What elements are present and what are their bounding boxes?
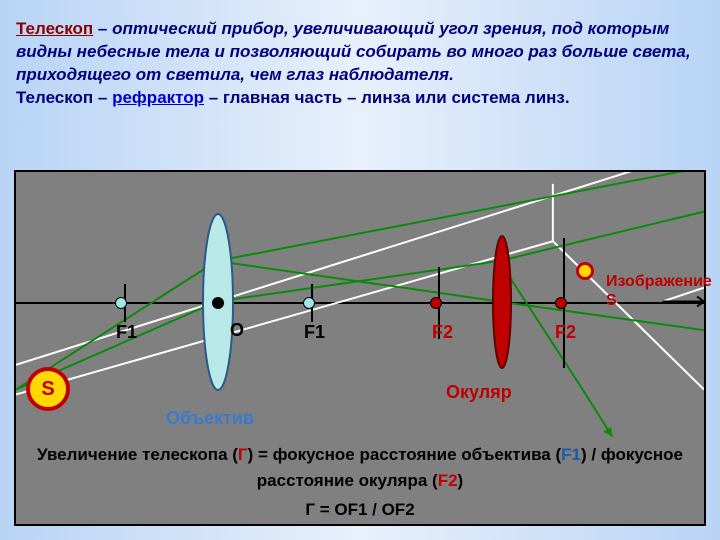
line2-prefix: Телескоп – <box>16 88 112 107</box>
label-F1_right: F1 <box>304 322 325 343</box>
eyepiece-lens <box>491 234 513 370</box>
focal-point <box>555 297 567 309</box>
definition: – оптический прибор, увеличивающий угол … <box>16 19 691 84</box>
line2-suffix: – главная часть – линза или система линз… <box>204 88 570 107</box>
label-F1_left: F1 <box>116 322 137 343</box>
focal-point <box>115 297 127 309</box>
header-text: Телескоп – оптический прибор, увеличиваю… <box>0 0 720 118</box>
formula-text: Увеличение телескопа (Г) = фокусное расс… <box>16 442 704 523</box>
refractor-word: рефрактор <box>112 88 204 107</box>
label-F2_left: F2 <box>432 322 453 343</box>
formula-line2: Г = OF1 / OF2 <box>16 497 704 523</box>
label-F2_right: F2 <box>555 322 576 343</box>
optics-diagram: S F1OF1F2F2ОбъективОкулярИзображениеS Ув… <box>14 170 706 526</box>
title: Телескоп <box>16 19 93 38</box>
label-image: ИзображениеS <box>606 272 712 310</box>
optical-center <box>212 297 224 309</box>
label-eyepiece: Окуляр <box>446 382 512 403</box>
label-O: O <box>230 320 244 341</box>
focal-point <box>303 297 315 309</box>
source-badge: S <box>26 367 70 411</box>
source-label: S <box>41 378 54 401</box>
label-objective: Объектив <box>166 408 254 429</box>
formula-line1: Увеличение телескопа (Г) = фокусное расс… <box>16 442 704 493</box>
focal-point <box>430 297 442 309</box>
image-point <box>576 262 594 280</box>
